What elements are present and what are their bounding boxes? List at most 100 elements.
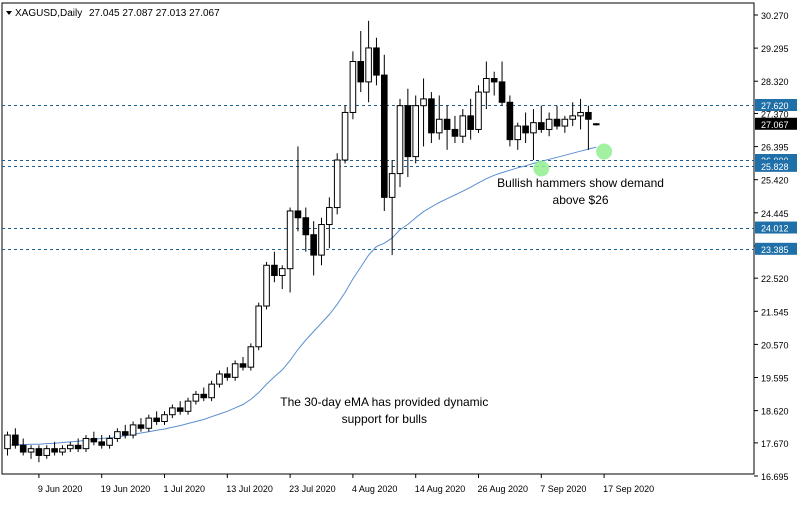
candle-body[interactable] <box>145 417 153 429</box>
candle-body[interactable] <box>333 159 341 209</box>
candle-body[interactable] <box>498 81 506 103</box>
annotation-text: Bullish hammers show demand <box>497 176 664 190</box>
candle-body[interactable] <box>224 373 231 378</box>
candle-body[interactable] <box>357 61 365 83</box>
hammer-highlights <box>533 143 613 177</box>
candle-body[interactable] <box>326 207 333 226</box>
candle-body[interactable] <box>420 98 427 107</box>
candle-body[interactable] <box>4 434 11 450</box>
candle-body[interactable] <box>161 414 168 422</box>
price-tick-label: 29.295 <box>761 44 789 54</box>
candle-body[interactable] <box>467 115 474 130</box>
date-tick-label: 7 Sep 2020 <box>540 484 586 494</box>
support-resistance-levels <box>2 105 754 250</box>
candle-body[interactable] <box>592 123 600 126</box>
candle-body[interactable] <box>208 383 215 399</box>
date-tick-label: 26 Aug 2020 <box>478 484 529 494</box>
candle-body[interactable] <box>35 448 43 456</box>
price-tick-label: 27.370 <box>761 109 789 119</box>
candle-body[interactable] <box>349 61 357 113</box>
candle-body[interactable] <box>278 268 286 276</box>
candle-body[interactable] <box>200 393 208 399</box>
candle-body[interactable] <box>74 444 82 450</box>
candle-body[interactable] <box>428 98 435 134</box>
candle-body[interactable] <box>404 105 412 158</box>
candle-body[interactable] <box>90 437 98 443</box>
candle-body[interactable] <box>169 407 176 416</box>
symbol-label: XAGUSD,Daily <box>15 8 82 19</box>
candle-body[interactable] <box>27 448 35 453</box>
candle-body[interactable] <box>255 305 262 348</box>
candle-body[interactable] <box>310 234 317 256</box>
price-tick-label: 26.395 <box>761 143 789 153</box>
candle-body[interactable] <box>137 424 145 429</box>
candle-body[interactable] <box>19 444 27 453</box>
candle-body[interactable] <box>435 118 443 134</box>
plot-frame <box>1 2 755 475</box>
candle-body[interactable] <box>373 47 380 76</box>
candle-body[interactable] <box>341 111 349 161</box>
candle-body[interactable] <box>263 264 270 307</box>
candle-body[interactable] <box>247 346 255 368</box>
candle-body[interactable] <box>365 47 372 83</box>
candle-body[interactable] <box>569 115 577 120</box>
candle-body[interactable] <box>318 224 325 256</box>
annotation-text: above $26 <box>553 193 609 207</box>
candlesticks[interactable] <box>4 20 600 463</box>
candle-body[interactable] <box>184 400 192 412</box>
candle-body[interactable] <box>67 444 74 450</box>
candle-body[interactable] <box>98 441 106 446</box>
candle-body[interactable] <box>239 363 247 368</box>
candle-body[interactable] <box>459 115 467 137</box>
candle-body[interactable] <box>443 118 451 130</box>
candle-body[interactable] <box>522 125 529 134</box>
candle-body[interactable] <box>514 125 522 141</box>
candle-body[interactable] <box>176 407 184 412</box>
candle-body[interactable] <box>530 122 537 134</box>
date-tick-label: 13 Jul 2020 <box>226 484 273 494</box>
candle-body[interactable] <box>388 173 396 198</box>
candle-body[interactable] <box>294 210 302 219</box>
candle-body[interactable] <box>475 91 482 130</box>
candle-body[interactable] <box>412 105 419 158</box>
candle-body[interactable] <box>271 264 278 276</box>
candle-body[interactable] <box>483 78 490 93</box>
dropdown-arrow-icon[interactable] <box>6 11 12 15</box>
candle-body[interactable] <box>490 78 498 83</box>
candle-body[interactable] <box>538 122 545 130</box>
ohlc-readout: 27.045 27.087 27.013 27.067 <box>89 8 220 19</box>
candle-body[interactable] <box>216 373 223 385</box>
candle-body[interactable] <box>129 424 137 436</box>
price-tick-label: 30.270 <box>761 11 789 21</box>
candle-body[interactable] <box>153 417 160 422</box>
candle-body[interactable] <box>43 448 51 456</box>
candle-body[interactable] <box>553 118 561 127</box>
candle-body[interactable] <box>577 111 584 117</box>
candle-body[interactable] <box>545 118 553 130</box>
candle-body[interactable] <box>381 74 388 198</box>
candle-body[interactable] <box>114 431 121 439</box>
candle-body[interactable] <box>231 363 239 378</box>
candle-body[interactable] <box>12 434 19 446</box>
ema-line <box>7 146 597 446</box>
hammer-highlight <box>596 143 613 160</box>
candle-body[interactable] <box>451 128 459 137</box>
candle-body[interactable] <box>106 437 113 446</box>
candle-body[interactable] <box>302 217 310 236</box>
candle-body[interactable] <box>51 448 58 453</box>
candle-body[interactable] <box>561 118 569 127</box>
level-price-tag <box>755 98 797 111</box>
annotation-text: support for bulls <box>342 412 427 426</box>
candle-body[interactable] <box>59 448 66 453</box>
candle-body[interactable] <box>82 437 90 450</box>
candle-body[interactable] <box>506 101 514 141</box>
candle-body[interactable] <box>286 210 294 270</box>
price-tick-label: 22.520 <box>761 274 789 284</box>
candle-body[interactable] <box>121 431 129 436</box>
candle-body[interactable] <box>585 111 592 120</box>
ema-line-group <box>7 146 597 446</box>
current-price-tag <box>755 117 797 130</box>
candle-body[interactable] <box>396 105 404 175</box>
candle-body[interactable] <box>192 393 200 402</box>
